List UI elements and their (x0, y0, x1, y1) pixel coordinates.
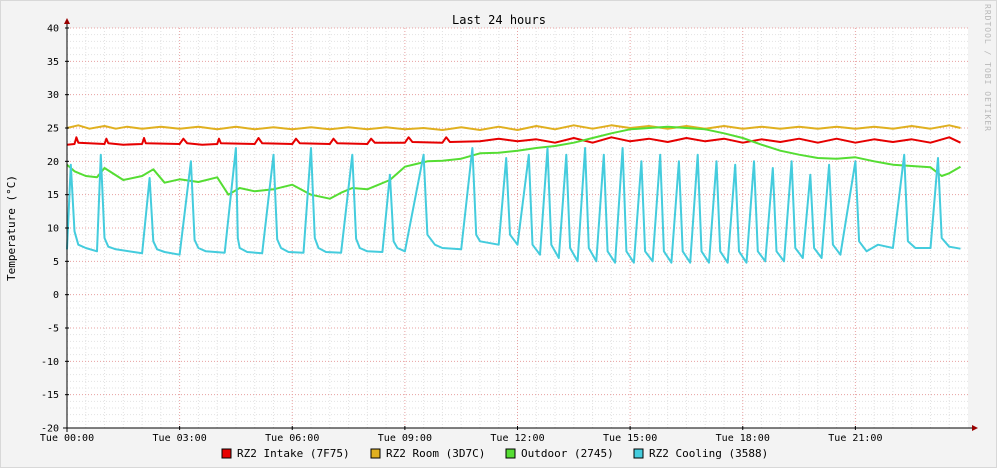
legend-label-0: RZ2 Intake (7F75) (237, 447, 350, 460)
y-tick-label: 20 (47, 157, 59, 168)
y-axis-label: Temperature (°C) (5, 175, 18, 281)
axis-layer (63, 18, 978, 432)
x-tick-label: Tue 15:00 (603, 433, 657, 444)
x-tick-label: Tue 18:00 (716, 433, 770, 444)
y-tick-label: 40 (47, 24, 59, 35)
legend-swatch-2 (505, 448, 516, 459)
series-line-1 (66, 124, 961, 131)
x-tick-label: Tue 21:00 (828, 433, 882, 444)
x-tick-labels: Tue 00:00 Tue 03:00 Tue 06:00 Tue 09:00 Tue … (40, 433, 883, 444)
y-tick-label: -10 (41, 357, 59, 368)
series-line-3 (66, 147, 961, 264)
y-tick-label: 10 (47, 224, 59, 235)
y-tick-label: -5 (47, 324, 59, 335)
y-axis-arrow (64, 18, 70, 24)
y-tick-label: 0 (53, 290, 59, 301)
x-axis-arrow (972, 425, 978, 431)
legend-label-3: RZ2 Cooling (3588) (649, 447, 768, 460)
series-line-2 (66, 125, 962, 200)
series-layer (66, 124, 962, 264)
legend-swatch-0 (221, 448, 232, 459)
series-line-0 (66, 136, 961, 146)
y-tick-label: -20 (41, 424, 59, 435)
legend-label-2: Outdoor (2745) (521, 447, 614, 460)
y-tick-labels: 40 35 30 25 20 15 10 5 0 -5 -10 -15 -20 (41, 24, 59, 435)
x-tick-label: Tue 03:00 (153, 433, 207, 444)
y-tick-label: 15 (47, 190, 59, 201)
y-tick-label: 30 (47, 90, 59, 101)
legend-swatch-1 (370, 448, 381, 459)
x-tick-label: Tue 00:00 (40, 433, 94, 444)
x-tick-label: Tue 06:00 (265, 433, 319, 444)
rrdtool-watermark: RRDTOOL / TOBI OETIKER (983, 4, 992, 132)
legend-label-1: RZ2 Room (3D7C) (386, 447, 485, 460)
y-tick-label: -15 (41, 390, 59, 401)
x-tick-label: Tue 09:00 (378, 433, 432, 444)
y-tick-label: 35 (47, 57, 59, 68)
x-tick-label: Tue 12:00 (490, 433, 544, 444)
y-tick-label: 25 (47, 124, 59, 135)
y-tick-label: 5 (53, 257, 59, 268)
chart-title: Last 24 hours (452, 13, 546, 27)
legend-swatch-3 (633, 448, 644, 459)
legend: RZ2 Intake (7F75) RZ2 Room (3D7C) Outdoor … (221, 447, 768, 460)
